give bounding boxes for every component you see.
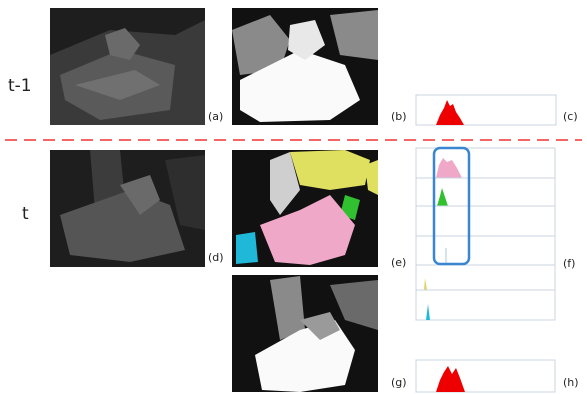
panel-label: (f) (563, 257, 575, 270)
row-label: t-1 (8, 76, 32, 96)
depth-image (50, 150, 205, 267)
panel-label: (a) (208, 110, 223, 123)
histogram (416, 360, 555, 392)
figure: t-1 t (a) (b) (c) (d) (0, 0, 587, 394)
histogram-stack (416, 148, 555, 320)
panel-label: (e) (391, 256, 406, 269)
segmented-image (232, 150, 378, 267)
panel-label: (g) (391, 376, 407, 389)
page: t-1 t (a) (b) (c) (d) (0, 0, 587, 394)
histogram (416, 95, 556, 125)
panel-label: (h) (563, 376, 579, 389)
depth-image (50, 8, 205, 125)
panel-label: (b) (391, 110, 407, 123)
row-label: t (22, 204, 29, 224)
panel-label: (d) (208, 251, 224, 264)
segmented-image (232, 8, 378, 125)
segmented-image (232, 275, 378, 392)
panel-label: (c) (563, 110, 578, 123)
